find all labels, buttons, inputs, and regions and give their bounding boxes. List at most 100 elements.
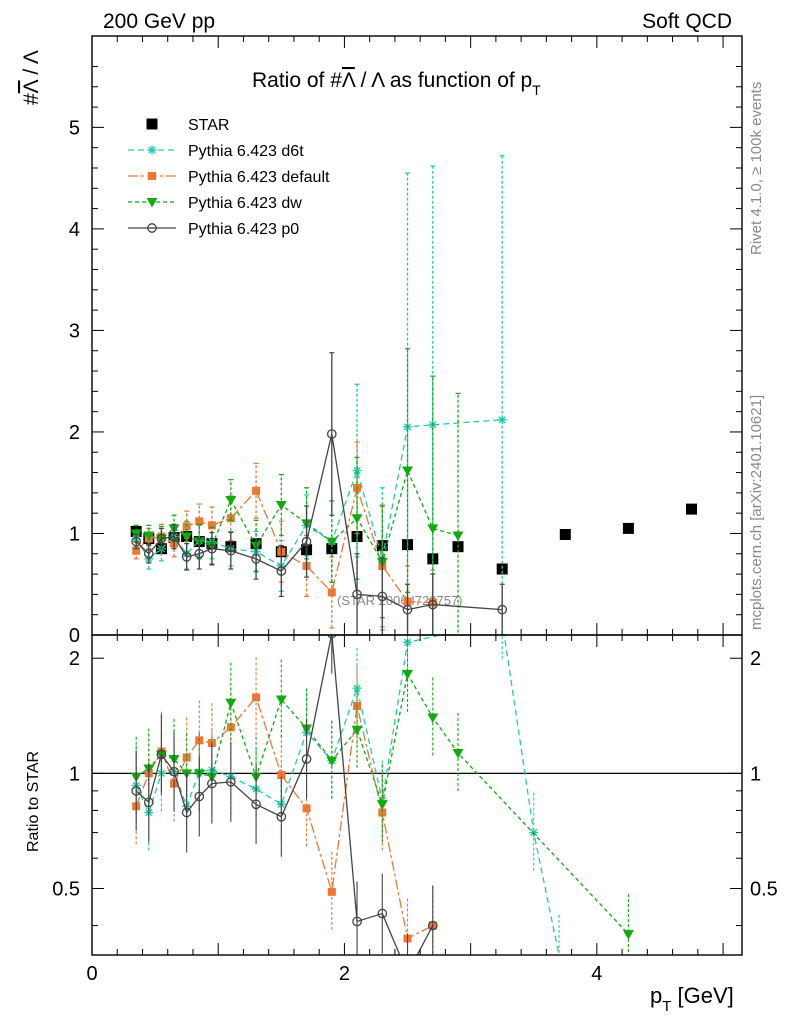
title-bar: Λ	[342, 69, 356, 92]
ratio-series-dw	[130, 635, 634, 955]
series-dw	[130, 348, 464, 635]
title-mid: / Λ as function of p	[355, 69, 532, 92]
data-point	[301, 536, 312, 547]
series-p0	[131, 352, 508, 635]
data-point	[143, 548, 154, 559]
xlabel-p: p	[650, 983, 662, 1008]
data-point	[559, 528, 571, 540]
ratio-point	[377, 908, 388, 919]
ratio-point	[169, 766, 179, 777]
data-point	[181, 532, 193, 543]
legend-item-dw: Pythia 6.423 dw	[128, 195, 302, 212]
data-point	[427, 524, 439, 534]
upper-y-axis-label: #Λ / Λ	[20, 50, 43, 105]
ratio-point	[352, 916, 362, 927]
lower-frame	[91, 634, 743, 956]
legend-marker	[146, 118, 158, 130]
ratio-y-tick-label-right: 2	[750, 648, 761, 670]
data-point	[252, 486, 261, 495]
legend-label: Pythia 6.423 dw	[188, 195, 302, 212]
ratio-y-tick-label-right: 1	[750, 763, 761, 785]
title-prefix: Ratio of #	[252, 69, 342, 92]
data-point	[156, 533, 167, 544]
ratio-point	[302, 804, 311, 813]
data-point	[497, 415, 507, 425]
xlabel-sub: T	[662, 998, 671, 1015]
upper-y-tick-label: 3	[69, 320, 80, 342]
x-axis-label: pT [GeV]	[650, 983, 734, 1015]
ratio-point	[251, 799, 261, 810]
legend-item-d6t: Pythia 6.423 d6t	[128, 143, 304, 160]
data-point	[352, 589, 362, 600]
chart-title: Ratio of #Λ / Λ as function of pT	[252, 69, 541, 98]
ratio-series-p0	[131, 635, 438, 955]
data-point	[686, 503, 698, 515]
legend-marker	[147, 223, 157, 233]
title-sub: T	[532, 82, 541, 98]
ratio-point	[452, 749, 464, 759]
data-point	[251, 554, 261, 564]
header-left: 200 GeV pp	[103, 10, 215, 33]
ratio-point	[427, 920, 438, 931]
rivet-version-text: Rivet 4.1.0, ≥ 100k events	[748, 82, 765, 255]
data-point	[452, 531, 464, 542]
ratio-y-tick-label: 0.5	[52, 878, 80, 900]
data-point	[326, 429, 337, 439]
upper-panel	[130, 155, 698, 635]
data-point	[131, 536, 142, 547]
upper-y-tick-label: 1	[69, 523, 80, 545]
ratio-point	[276, 811, 287, 822]
xlabel-rest: [GeV]	[671, 983, 733, 1008]
ratio-point	[207, 778, 217, 789]
data-point	[326, 543, 338, 555]
data-point	[377, 591, 388, 602]
ratio-point	[131, 785, 142, 796]
ratio-point	[181, 807, 192, 818]
ratio-point	[156, 749, 167, 760]
ratio-point	[277, 771, 286, 780]
ratio-series-default	[132, 657, 437, 955]
data-point	[194, 548, 205, 559]
data-point	[132, 546, 141, 555]
upper-plot-area	[130, 155, 698, 635]
data-point	[327, 588, 336, 597]
data-point	[496, 563, 508, 575]
ratio-plot-area	[92, 635, 742, 955]
x-tick-label: 0	[86, 963, 97, 985]
legend-item-p0: Pythia 6.423 p0	[128, 221, 299, 238]
data-point	[275, 501, 287, 511]
ratio-point	[252, 693, 261, 702]
data-point	[497, 604, 508, 615]
data-point	[143, 531, 155, 542]
upper-y-tick-label: 2	[69, 422, 80, 444]
ratio-point	[143, 797, 154, 808]
ylabel-hash: #	[20, 93, 43, 105]
data-point	[402, 604, 413, 615]
legend-label: Pythia 6.423 default	[188, 169, 330, 186]
data-point	[169, 531, 179, 542]
upper-y-tick-label: 4	[69, 219, 80, 241]
legend-marker	[148, 172, 156, 180]
ratio-point	[327, 887, 336, 896]
marker-stroke	[498, 416, 506, 424]
legend-label: Pythia 6.423 d6t	[188, 143, 304, 160]
x-tick-label: 2	[339, 963, 350, 985]
ratio-point	[427, 713, 439, 723]
data-point	[225, 545, 236, 556]
data-point	[276, 566, 287, 576]
ratio-point	[327, 635, 337, 639]
legend-label: Pythia 6.423 p0	[188, 221, 299, 238]
ratio-panel	[92, 635, 742, 955]
ratio-point	[225, 698, 237, 709]
ratio-line	[135, 696, 434, 940]
ylabel-rest: / Λ	[20, 50, 43, 80]
header-right: Soft QCD	[642, 10, 732, 33]
ratio-point	[226, 723, 235, 732]
data-point	[207, 521, 216, 530]
ratio-point	[225, 777, 236, 787]
legend-label: STAR	[188, 117, 229, 134]
lower-y-axis-label: Ratio to STAR	[25, 751, 42, 852]
upper-y-tick-label: 5	[69, 117, 80, 139]
data-point	[225, 495, 237, 506]
